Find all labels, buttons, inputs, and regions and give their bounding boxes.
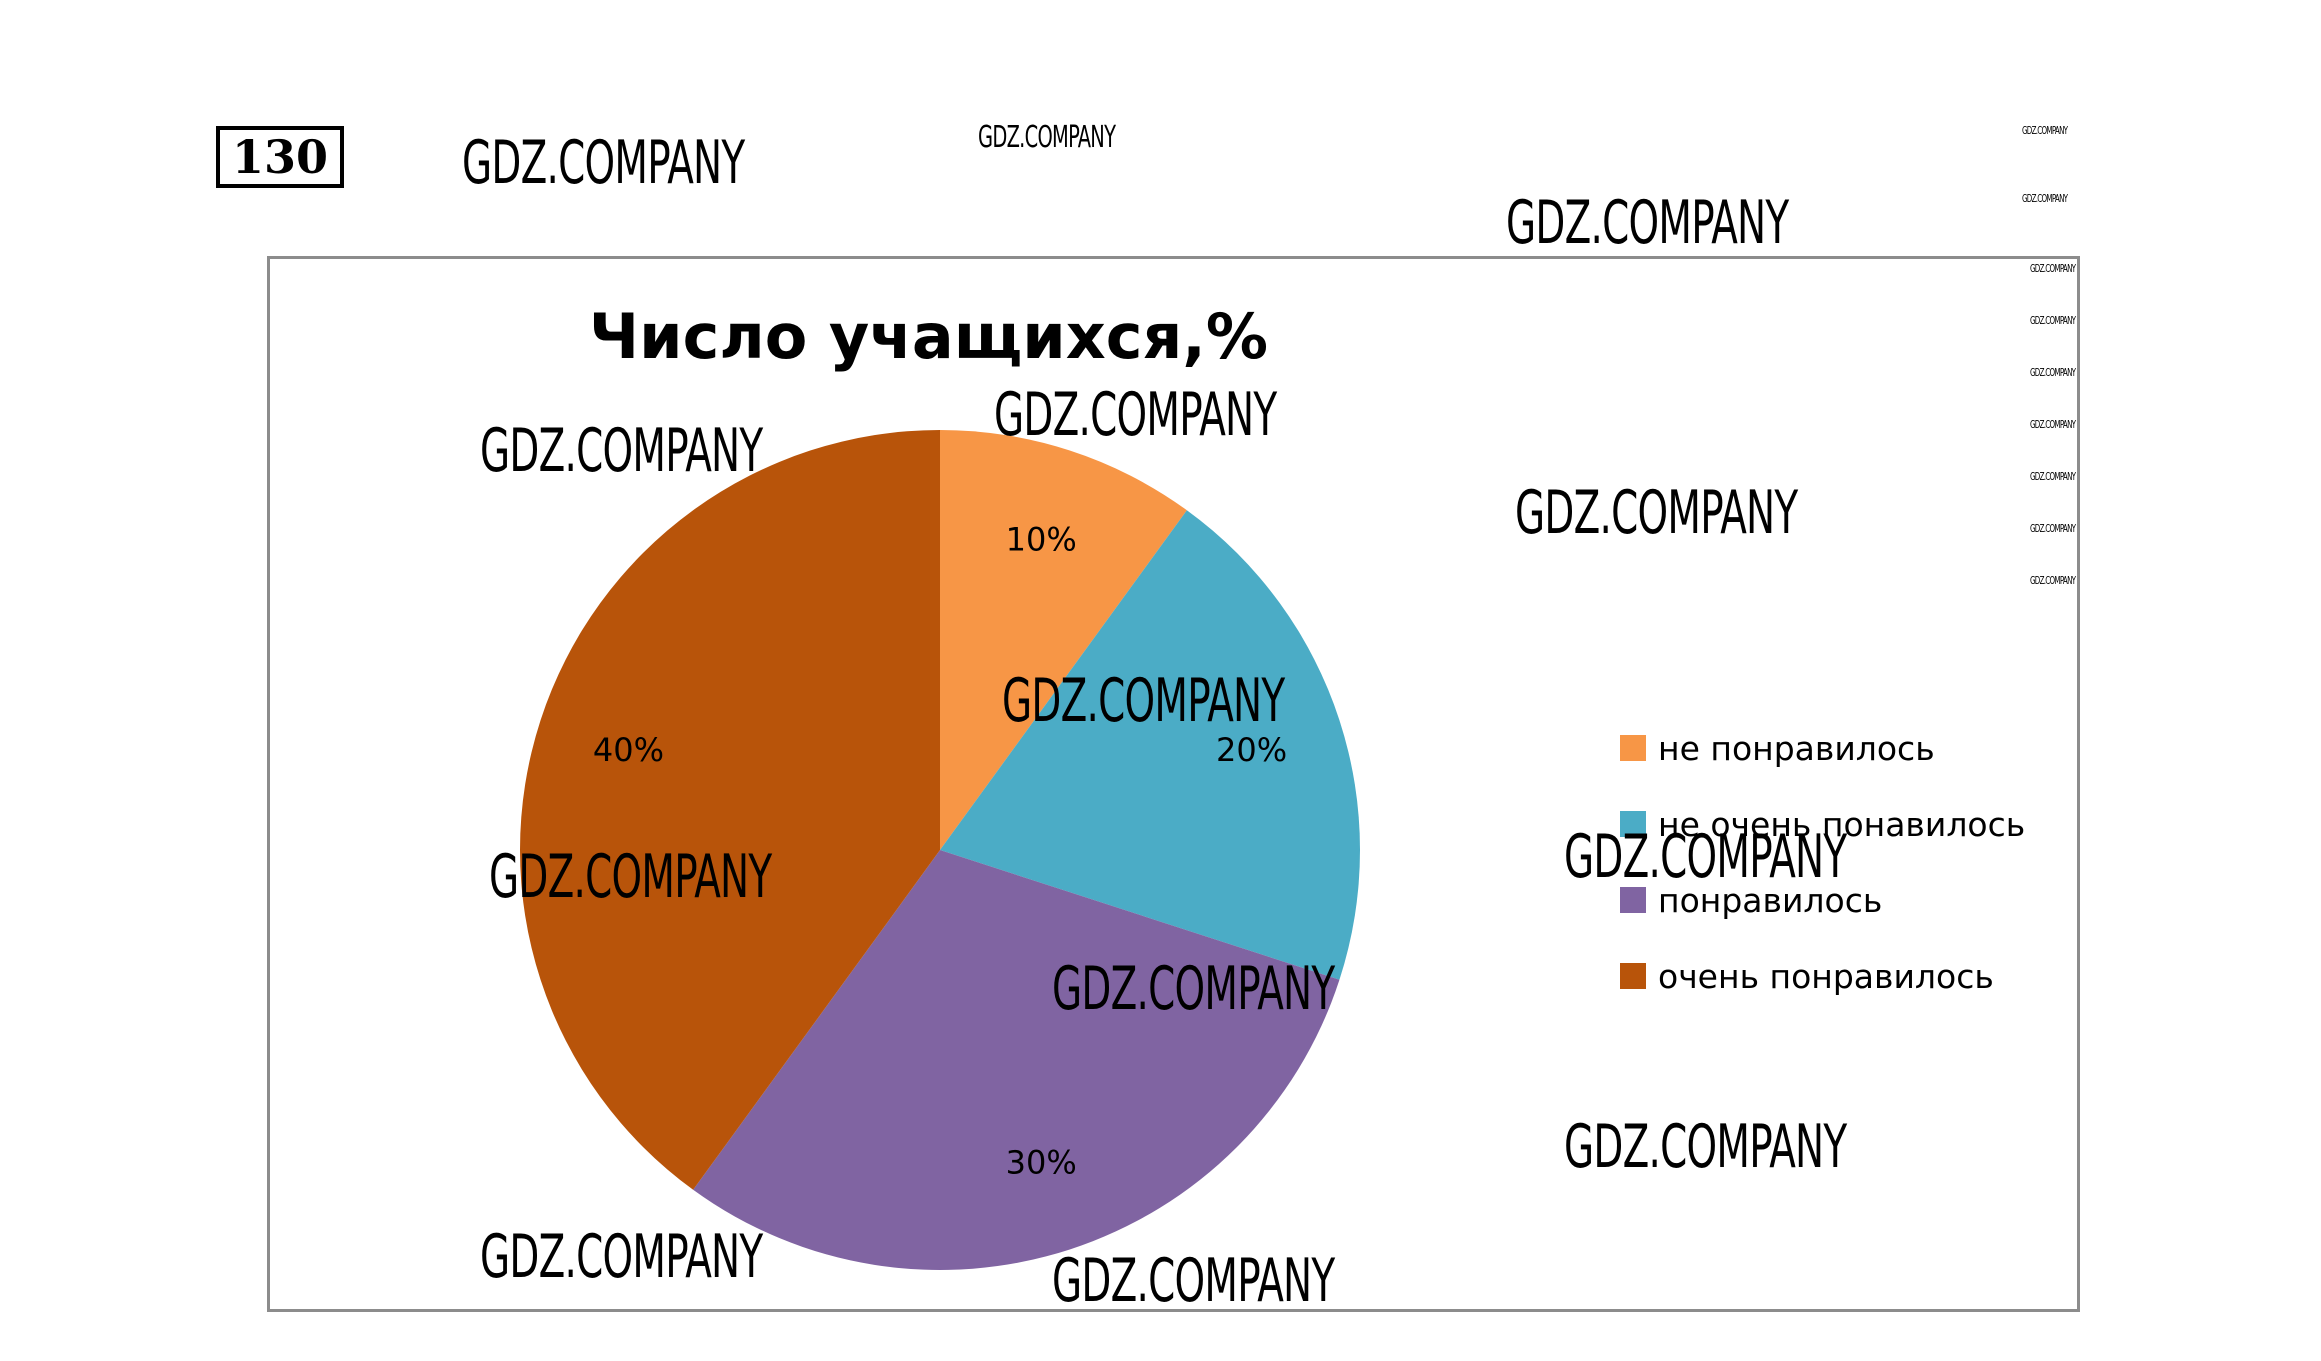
watermark: GDZ.COMPANY xyxy=(2022,124,2068,137)
legend-item: не очень понавилось xyxy=(1620,786,2025,862)
watermark: GDZ.COMPANY xyxy=(1052,1246,1335,1316)
watermark: GDZ.COMPANY xyxy=(1002,666,1285,736)
watermark: GDZ.COMPANY xyxy=(2030,574,2076,587)
legend-label: понравилось xyxy=(1658,880,1883,920)
watermark: GDZ.COMPANY xyxy=(978,120,1116,155)
watermark: GDZ.COMPANY xyxy=(480,1222,763,1292)
legend-swatch xyxy=(1620,735,1646,761)
watermark: GDZ.COMPANY xyxy=(994,380,1277,450)
legend-label: не очень понавилось xyxy=(1658,804,2026,844)
legend-item: не понравилось xyxy=(1620,710,2025,786)
watermark: GDZ.COMPANY xyxy=(1506,188,1789,258)
watermark: GDZ.COMPANY xyxy=(2030,262,2076,275)
watermark: GDZ.COMPANY xyxy=(2022,192,2068,205)
legend-swatch xyxy=(1620,811,1646,837)
pie-slice xyxy=(940,430,1187,850)
legend-label: не понравилось xyxy=(1658,728,1935,768)
data-label: 30% xyxy=(1006,1144,1077,1182)
watermark: GDZ.COMPANY xyxy=(2030,314,2076,327)
watermark: GDZ.COMPANY xyxy=(2030,366,2076,379)
legend-label: очень понравилось xyxy=(1658,956,1994,996)
pie-slice xyxy=(693,850,1340,1270)
watermark: GDZ.COMPANY xyxy=(2030,470,2076,483)
task-number: 130 xyxy=(216,126,344,188)
chart-legend: не понравилось не очень понавилось понра… xyxy=(1620,710,2025,1014)
chart-title: Число учащихся,% xyxy=(589,300,1268,373)
watermark: GDZ.COMPANY xyxy=(1515,478,1798,548)
watermark: GDZ.COMPANY xyxy=(1052,954,1335,1024)
legend-item: понравилось xyxy=(1620,862,2025,938)
watermark: GDZ.COMPANY xyxy=(489,842,772,912)
legend-item: очень понравилось xyxy=(1620,938,2025,1014)
data-label: 40% xyxy=(593,731,664,769)
pie-slice xyxy=(940,510,1360,980)
legend-swatch xyxy=(1620,887,1646,913)
watermark: GDZ.COMPANY xyxy=(2030,418,2076,431)
watermark: GDZ.COMPANY xyxy=(1564,1112,1847,1182)
watermark: GDZ.COMPANY xyxy=(2030,522,2076,535)
data-label: 20% xyxy=(1216,731,1287,769)
data-label: 10% xyxy=(1006,520,1077,558)
watermark: GDZ.COMPANY xyxy=(1564,822,1847,892)
watermark: GDZ.COMPANY xyxy=(462,128,745,198)
watermark: GDZ.COMPANY xyxy=(480,416,763,486)
pie-slice xyxy=(520,430,940,1190)
legend-swatch xyxy=(1620,963,1646,989)
